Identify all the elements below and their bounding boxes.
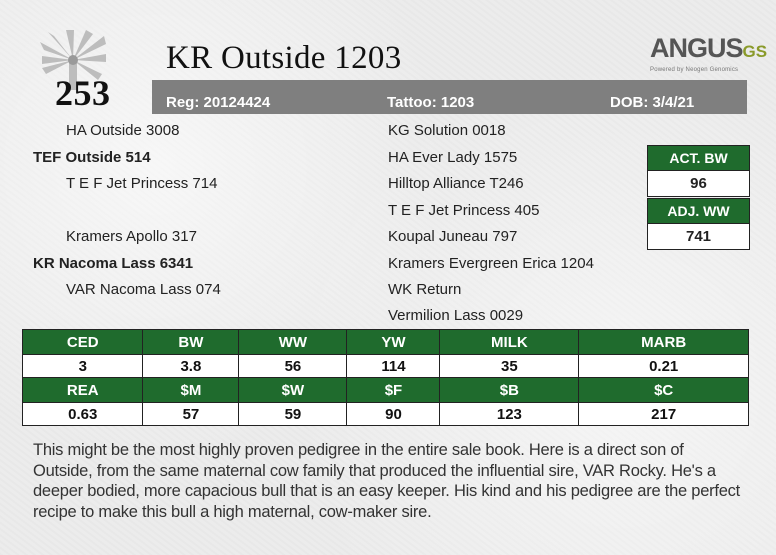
reg-number: Reg: 20124424 [166, 94, 271, 111]
pedigree-dam-dam: VAR Nacoma Lass 074 [66, 281, 221, 298]
epd-header-cell: REA [21, 377, 144, 403]
pedigree-ancestor: HA Ever Lady 1575 [388, 149, 518, 166]
adjusted-ww-label: ADJ. WW [648, 199, 749, 223]
pedigree-ancestor: Koupal Juneau 797 [388, 228, 518, 245]
pedigree-ancestor: Kramers Evergreen Erica 1204 [388, 255, 594, 272]
tattoo: Tattoo: 1203 [387, 94, 475, 111]
epd-value-row: 3 3.8 56 114 35 0.21 [21, 354, 749, 378]
epd-header-cell: YW [346, 329, 441, 355]
angus-logo-gs: GS [742, 42, 768, 61]
epd-header-cell: MILK [439, 329, 580, 355]
epd-table: CED BW WW YW MILK MARB 3 3.8 56 114 35 0… [21, 329, 749, 426]
epd-value-cell: 123 [439, 402, 580, 426]
angus-logo-tagline: Powered by Neogen Genomics [650, 67, 739, 73]
pedigree-sire-dam: T E F Jet Princess 714 [66, 175, 218, 192]
pedigree-dam: KR Nacoma Lass 6341 [33, 255, 194, 272]
epd-value-cell: 3.8 [142, 354, 240, 378]
angus-logo-text: ANGUS [650, 33, 744, 63]
pedigree-ancestor: T E F Jet Princess 405 [388, 202, 540, 219]
epd-value-row: 0.63 57 59 90 123 217 [21, 402, 749, 426]
pedigree-ancestor: Vermilion Lass 0029 [388, 307, 524, 324]
bull-name: KR Outside 1203 [166, 40, 402, 76]
epd-header-cell: $B [439, 377, 580, 403]
epd-header-cell: $F [346, 377, 441, 403]
epd-header-cell: MARB [578, 329, 749, 355]
epd-header-row: REA $M $W $F $B $C [21, 377, 749, 403]
epd-value-cell: 217 [578, 402, 749, 426]
lot-number: 253 [55, 73, 111, 113]
epd-header-cell: CED [21, 329, 144, 355]
epd-value-cell: 0.21 [578, 354, 749, 378]
pedigree-ancestor: WK Return [388, 281, 462, 298]
pedigree-sire: TEF Outside 514 [33, 149, 151, 166]
pedigree-ancestor: KG Solution 0018 [388, 122, 506, 139]
pedigree-dam-sire: Kramers Apollo 317 [66, 228, 197, 245]
epd-value-cell: 56 [238, 354, 348, 378]
pedigree-sire-sire: HA Outside 3008 [66, 122, 180, 139]
angus-gs-logo: ANGUSGS Powered by Neogen Genomics [650, 33, 767, 80]
adjusted-ww-value: 741 [648, 223, 749, 249]
epd-value-cell: 90 [346, 402, 441, 426]
actual-bw-box: ACT. BW 96 [647, 145, 750, 197]
info-bar: Reg: 20124424 Tattoo: 1203 DOB: 3/4/21 [152, 80, 747, 114]
windmill-logo [40, 30, 106, 90]
lot-description: This might be the most highly proven ped… [33, 441, 740, 521]
epd-header-cell: $C [578, 377, 749, 403]
actual-bw-label: ACT. BW [648, 146, 749, 170]
pedigree-ancestor: Hilltop Alliance T246 [388, 175, 524, 192]
epd-value-cell: 35 [439, 354, 580, 378]
epd-header-cell: BW [142, 329, 240, 355]
adjusted-ww-box: ADJ. WW 741 [647, 198, 750, 250]
epd-value-cell: 3 [21, 354, 144, 378]
epd-value-cell: 57 [142, 402, 240, 426]
epd-value-cell: 0.63 [21, 402, 144, 426]
epd-header-row: CED BW WW YW MILK MARB [21, 329, 749, 355]
epd-value-cell: 59 [238, 402, 348, 426]
epd-header-cell: WW [238, 329, 348, 355]
epd-header-cell: $M [142, 377, 240, 403]
epd-header-cell: $W [238, 377, 348, 403]
actual-bw-value: 96 [648, 170, 749, 196]
epd-value-cell: 114 [346, 354, 441, 378]
dob: DOB: 3/4/21 [610, 94, 695, 111]
